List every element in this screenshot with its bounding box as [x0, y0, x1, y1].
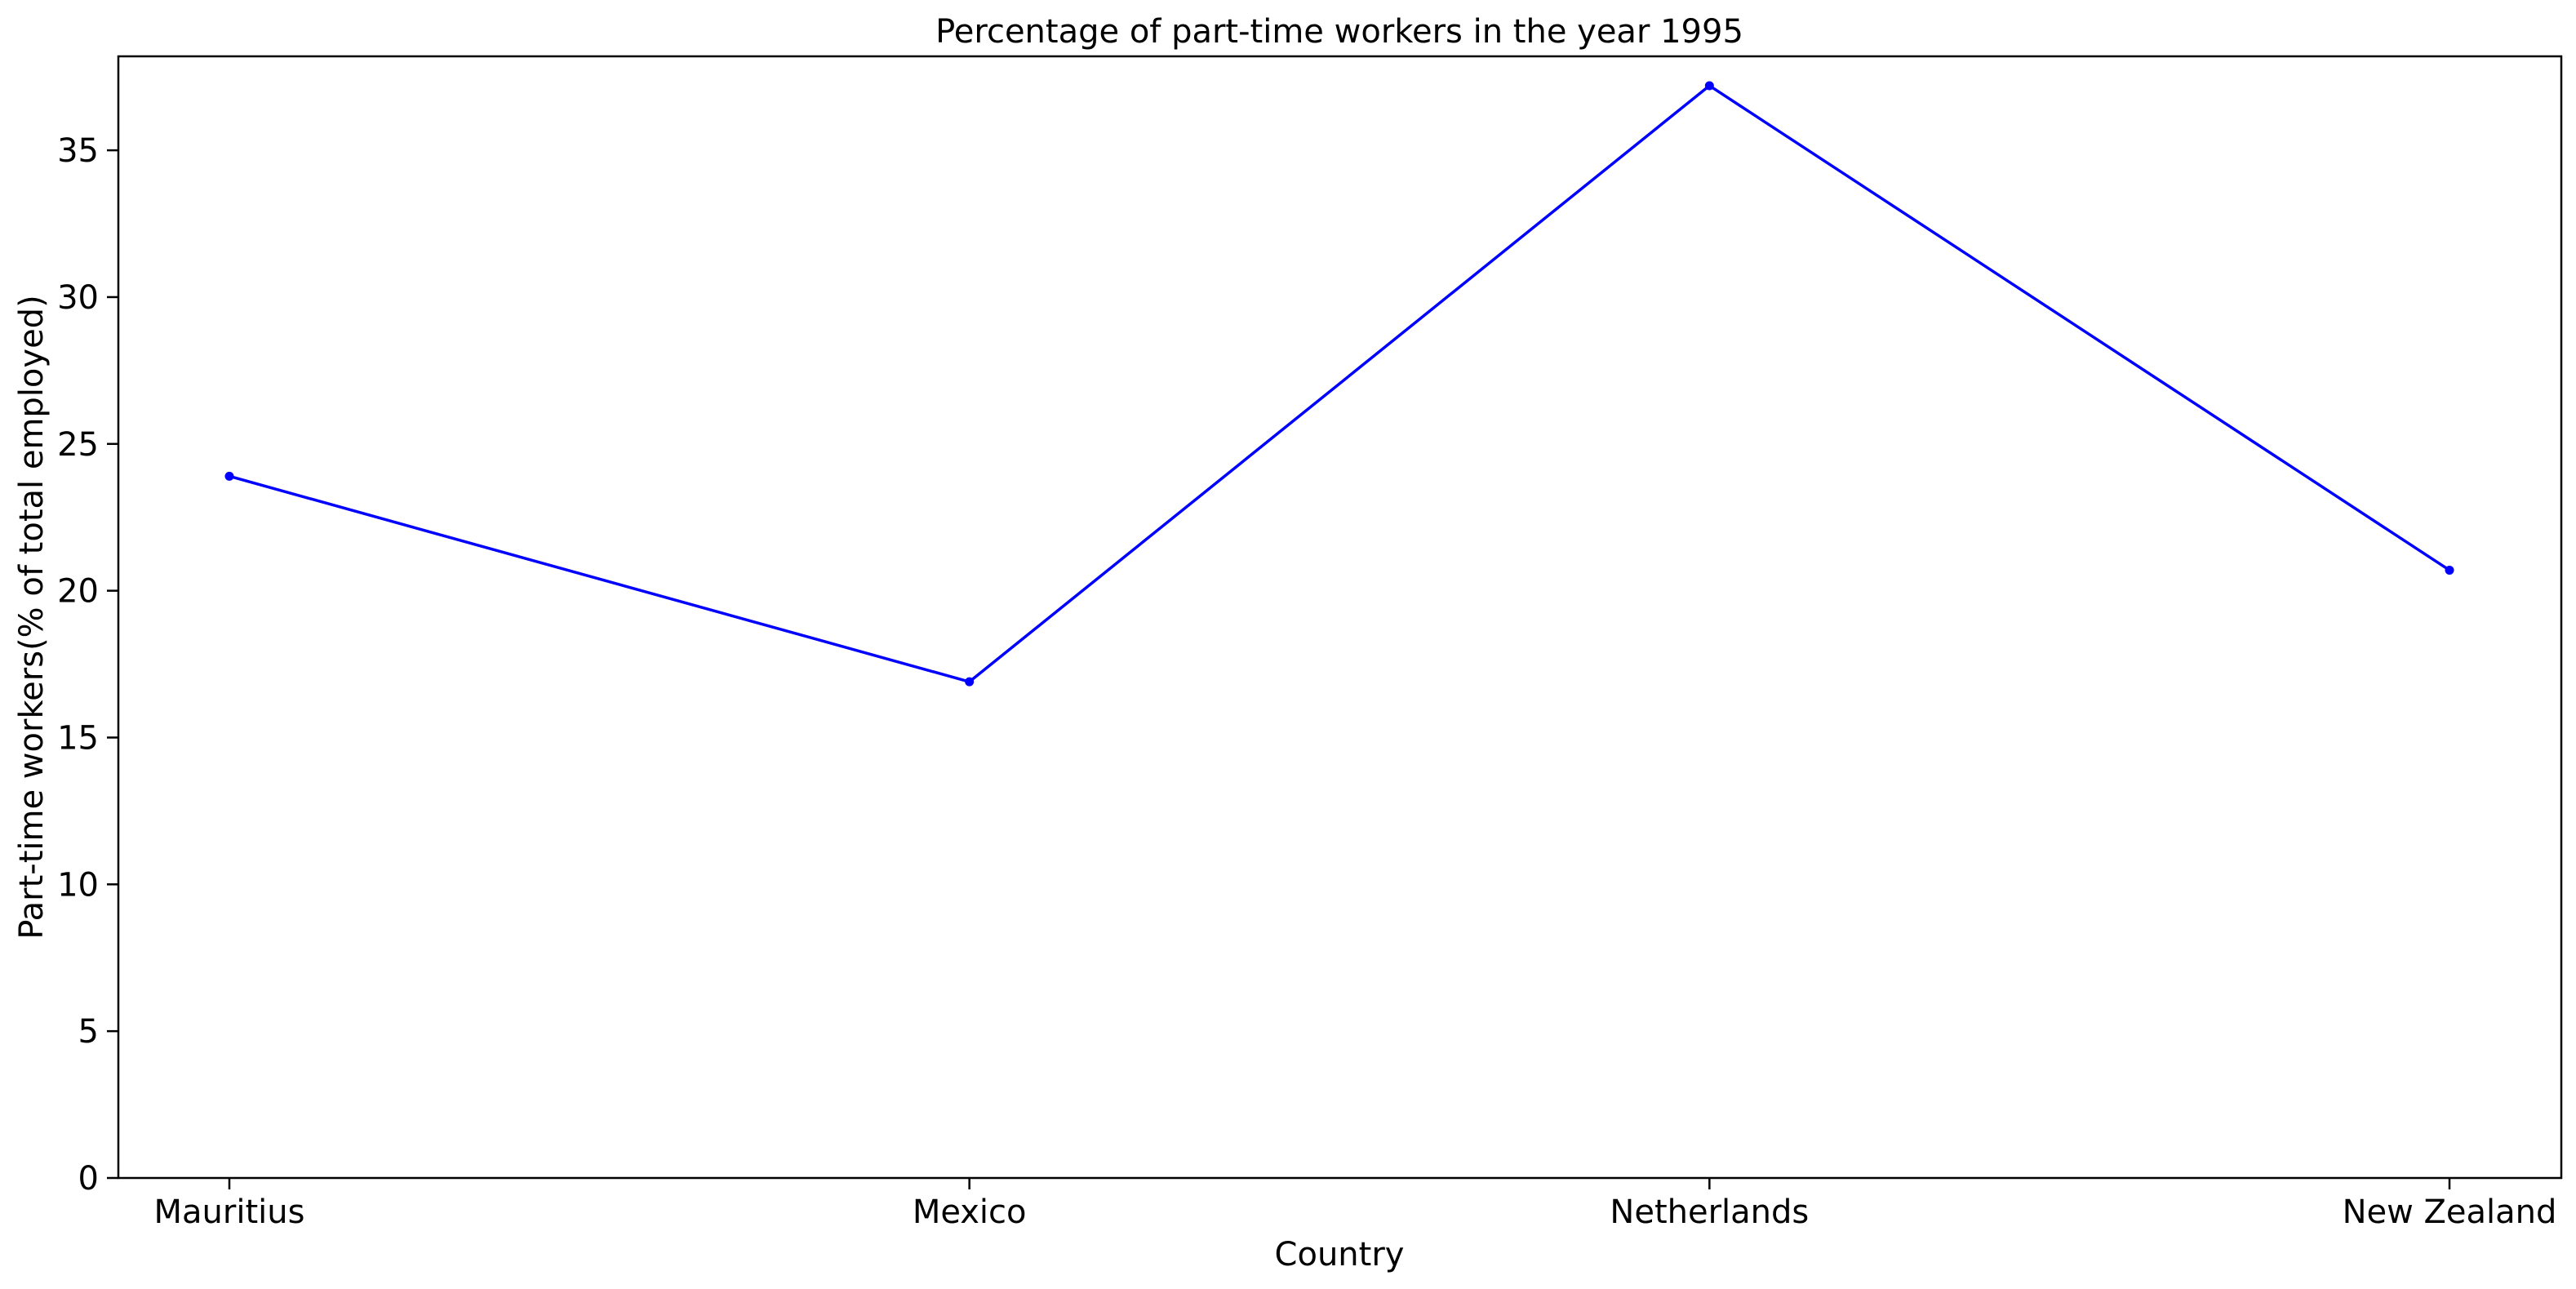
y-tick-label: 5 — [78, 1013, 99, 1051]
plot-area — [117, 55, 2563, 1180]
plot-frame — [117, 55, 2563, 1180]
x-axis-title: Country — [1275, 1236, 1405, 1273]
y-tick-label: 20 — [57, 573, 99, 611]
series-line — [229, 84, 2450, 683]
y-tick-label: 25 — [57, 426, 99, 464]
x-tick-label: Mauritius — [154, 1193, 305, 1231]
chart-title: Percentage of part-time workers in the y… — [935, 13, 1743, 51]
x-tick-label: Netherlands — [1610, 1193, 1809, 1231]
y-tick-label: 30 — [57, 279, 99, 317]
series-layer — [224, 81, 2454, 687]
y-tick-label: 15 — [57, 719, 99, 757]
data-point — [224, 471, 234, 481]
y-axis: 0 5 10 15 20 25 30 35 — [57, 132, 118, 1198]
data-point — [965, 677, 975, 687]
y-tick-label: 10 — [57, 866, 99, 904]
y-axis-title: Part-time workers(% of total employed) — [13, 295, 51, 939]
y-tick-label: 35 — [57, 132, 99, 170]
x-tick-label: Mexico — [913, 1193, 1027, 1231]
x-tick-label: New Zealand — [2343, 1193, 2557, 1231]
y-tick-label: 0 — [78, 1160, 99, 1198]
x-axis: Mauritius Mexico Netherlands New Zealand — [154, 1178, 2557, 1231]
data-point — [2445, 565, 2454, 575]
data-point — [1704, 81, 1714, 91]
